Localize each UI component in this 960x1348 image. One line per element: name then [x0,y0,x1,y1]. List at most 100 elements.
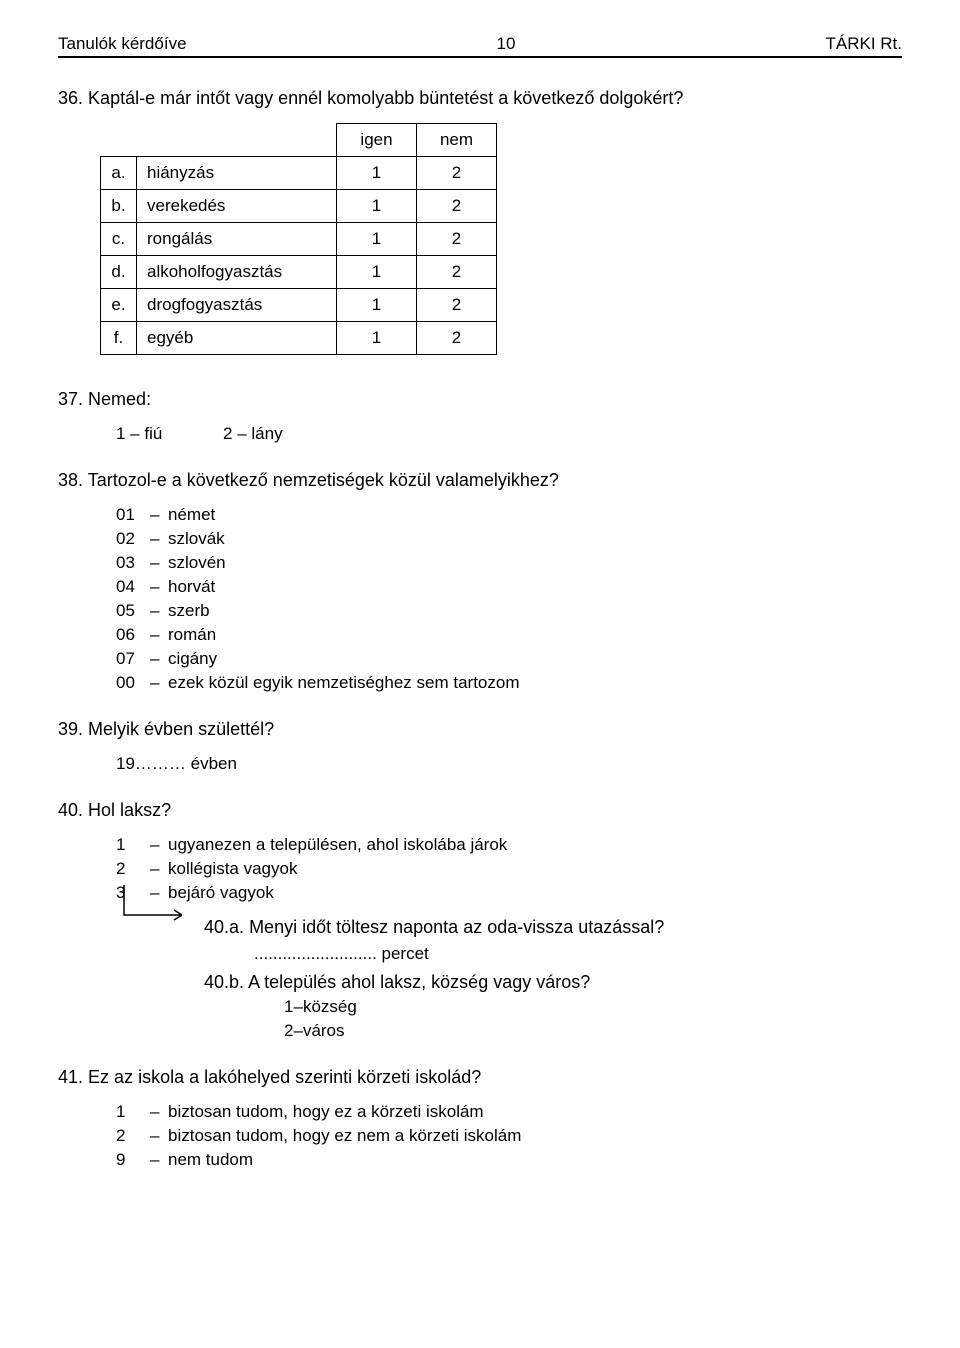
option-code: 04 [116,577,150,597]
option-line: 01–német [116,505,902,525]
q36-row-label: verekedés [137,190,337,223]
option-line: 9–nem tudom [116,1150,902,1170]
q36-blank-cell [137,124,337,157]
q36-row-letter: d. [101,256,137,289]
option-line: 2–város [284,1021,902,1041]
header-rule [58,56,902,58]
option-code: 2 [116,859,150,879]
question-38: 38. Tartozol-e a következő nemzetiségek … [58,470,902,693]
question-37: 37. Nemed: 1 – fiú 2 – lány [58,389,902,444]
q40-sub: 40.a. Menyi időt töltesz naponta az oda-… [116,907,902,1041]
q36-row-letter: b. [101,190,137,223]
q36-row-label: hiányzás [137,157,337,190]
option-line: 2–kollégista vagyok [116,859,902,879]
option-label: nem tudom [168,1150,253,1169]
q37-number: 37. [58,389,83,409]
q36-row-no: 2 [417,157,497,190]
option-line: 03–szlovén [116,553,902,573]
table-row: e. drogfogyasztás 1 2 [101,289,497,322]
q38-number: 38. [58,470,83,490]
option-dash: – [150,553,168,573]
option-label: cigány [168,649,217,668]
q37-opt1: 1 – fiú [116,424,162,444]
q40b-text: A település ahol laksz, község vagy váro… [248,972,590,992]
q36-row-yes: 1 [337,223,417,256]
q36-row-label: drogfogyasztás [137,289,337,322]
q41-number: 41. [58,1067,83,1087]
q36-row-no: 2 [417,223,497,256]
q36-row-letter: a. [101,157,137,190]
option-code: 01 [116,505,150,525]
option-dash: – [150,1102,168,1122]
q39-number: 39. [58,719,83,739]
option-label: város [303,1021,345,1040]
option-label: ezek közül egyik nemzetiséghez sem tarto… [168,673,520,692]
q36-row-no: 2 [417,289,497,322]
q36-row-yes: 1 [337,289,417,322]
q36-row-label: rongálás [137,223,337,256]
option-dash: – [150,625,168,645]
q39-answer: 19……… évben [116,754,902,774]
option-code: 06 [116,625,150,645]
option-code: 05 [116,601,150,621]
option-label: német [168,505,215,524]
option-code: 9 [116,1150,150,1170]
header-right: TÁRKI Rt. [825,34,902,54]
option-label: ugyanezen a településen, ahol iskolába j… [168,835,507,854]
q38-text: Tartozol-e a következő nemzetiségek közü… [88,470,559,490]
option-dash: – [150,505,168,525]
q36-col-yes: igen [337,124,417,157]
option-label: szlovén [168,553,226,572]
q40-text: Hol laksz? [88,800,171,820]
table-row: f. egyéb 1 2 [101,322,497,355]
q36-row-yes: 1 [337,190,417,223]
option-label: község [303,997,357,1016]
question-39: 39. Melyik évben születtél? 19……… évben [58,719,902,774]
q36-row-letter: c. [101,223,137,256]
option-line: 06–román [116,625,902,645]
q36-text: Kaptál-e már intőt vagy ennél komolyabb … [88,88,683,108]
question-41: 41. Ez az iskola a lakóhelyed szerinti k… [58,1067,902,1170]
option-line: 05–szerb [116,601,902,621]
q36-row-yes: 1 [337,157,417,190]
q36-row-no: 2 [417,256,497,289]
option-label: szerb [168,601,210,620]
option-label: horvát [168,577,215,596]
option-code: 2 [116,1126,150,1146]
option-dash: – [150,1126,168,1146]
option-code: 02 [116,529,150,549]
q36-row-yes: 1 [337,256,417,289]
q40b-number: 40.b. [204,972,244,992]
q41-text: Ez az iskola a lakóhelyed szerinti körze… [88,1067,481,1087]
q37-opt2: 2 – lány [223,424,283,444]
header-page-number: 10 [497,34,516,54]
option-line: 1–biztosan tudom, hogy ez a körzeti isko… [116,1102,902,1122]
option-line: 1–község [284,997,902,1017]
option-label: biztosan tudom, hogy ez a körzeti iskolá… [168,1102,484,1121]
option-label: román [168,625,216,644]
q36-number: 36. [58,88,83,108]
branch-arrow-icon [112,885,202,935]
option-code: 1 [116,1102,150,1122]
option-code: 07 [116,649,150,669]
option-dash: – [150,835,168,855]
table-row: d. alkoholfogyasztás 1 2 [101,256,497,289]
option-dash: – [150,673,168,693]
option-code: 03 [116,553,150,573]
q36-col-no: nem [417,124,497,157]
q40-number: 40. [58,800,83,820]
table-row: c. rongálás 1 2 [101,223,497,256]
option-line: 00–ezek közül egyik nemzetiséghez sem ta… [116,673,902,693]
option-line: 04–horvát [116,577,902,597]
q36-row-label: egyéb [137,322,337,355]
option-dash: – [150,649,168,669]
option-dash: – [150,1150,168,1170]
option-label: szlovák [168,529,225,548]
option-code: 00 [116,673,150,693]
question-40: 40. Hol laksz? 1–ugyanezen a településen… [58,800,902,1041]
q37-text: Nemed: [88,389,151,409]
q40a-text: Menyi időt töltesz naponta az oda-vissza… [249,917,664,937]
q36-row-letter: f. [101,322,137,355]
q36-row-no: 2 [417,190,497,223]
q36-blank-cell [101,124,137,157]
